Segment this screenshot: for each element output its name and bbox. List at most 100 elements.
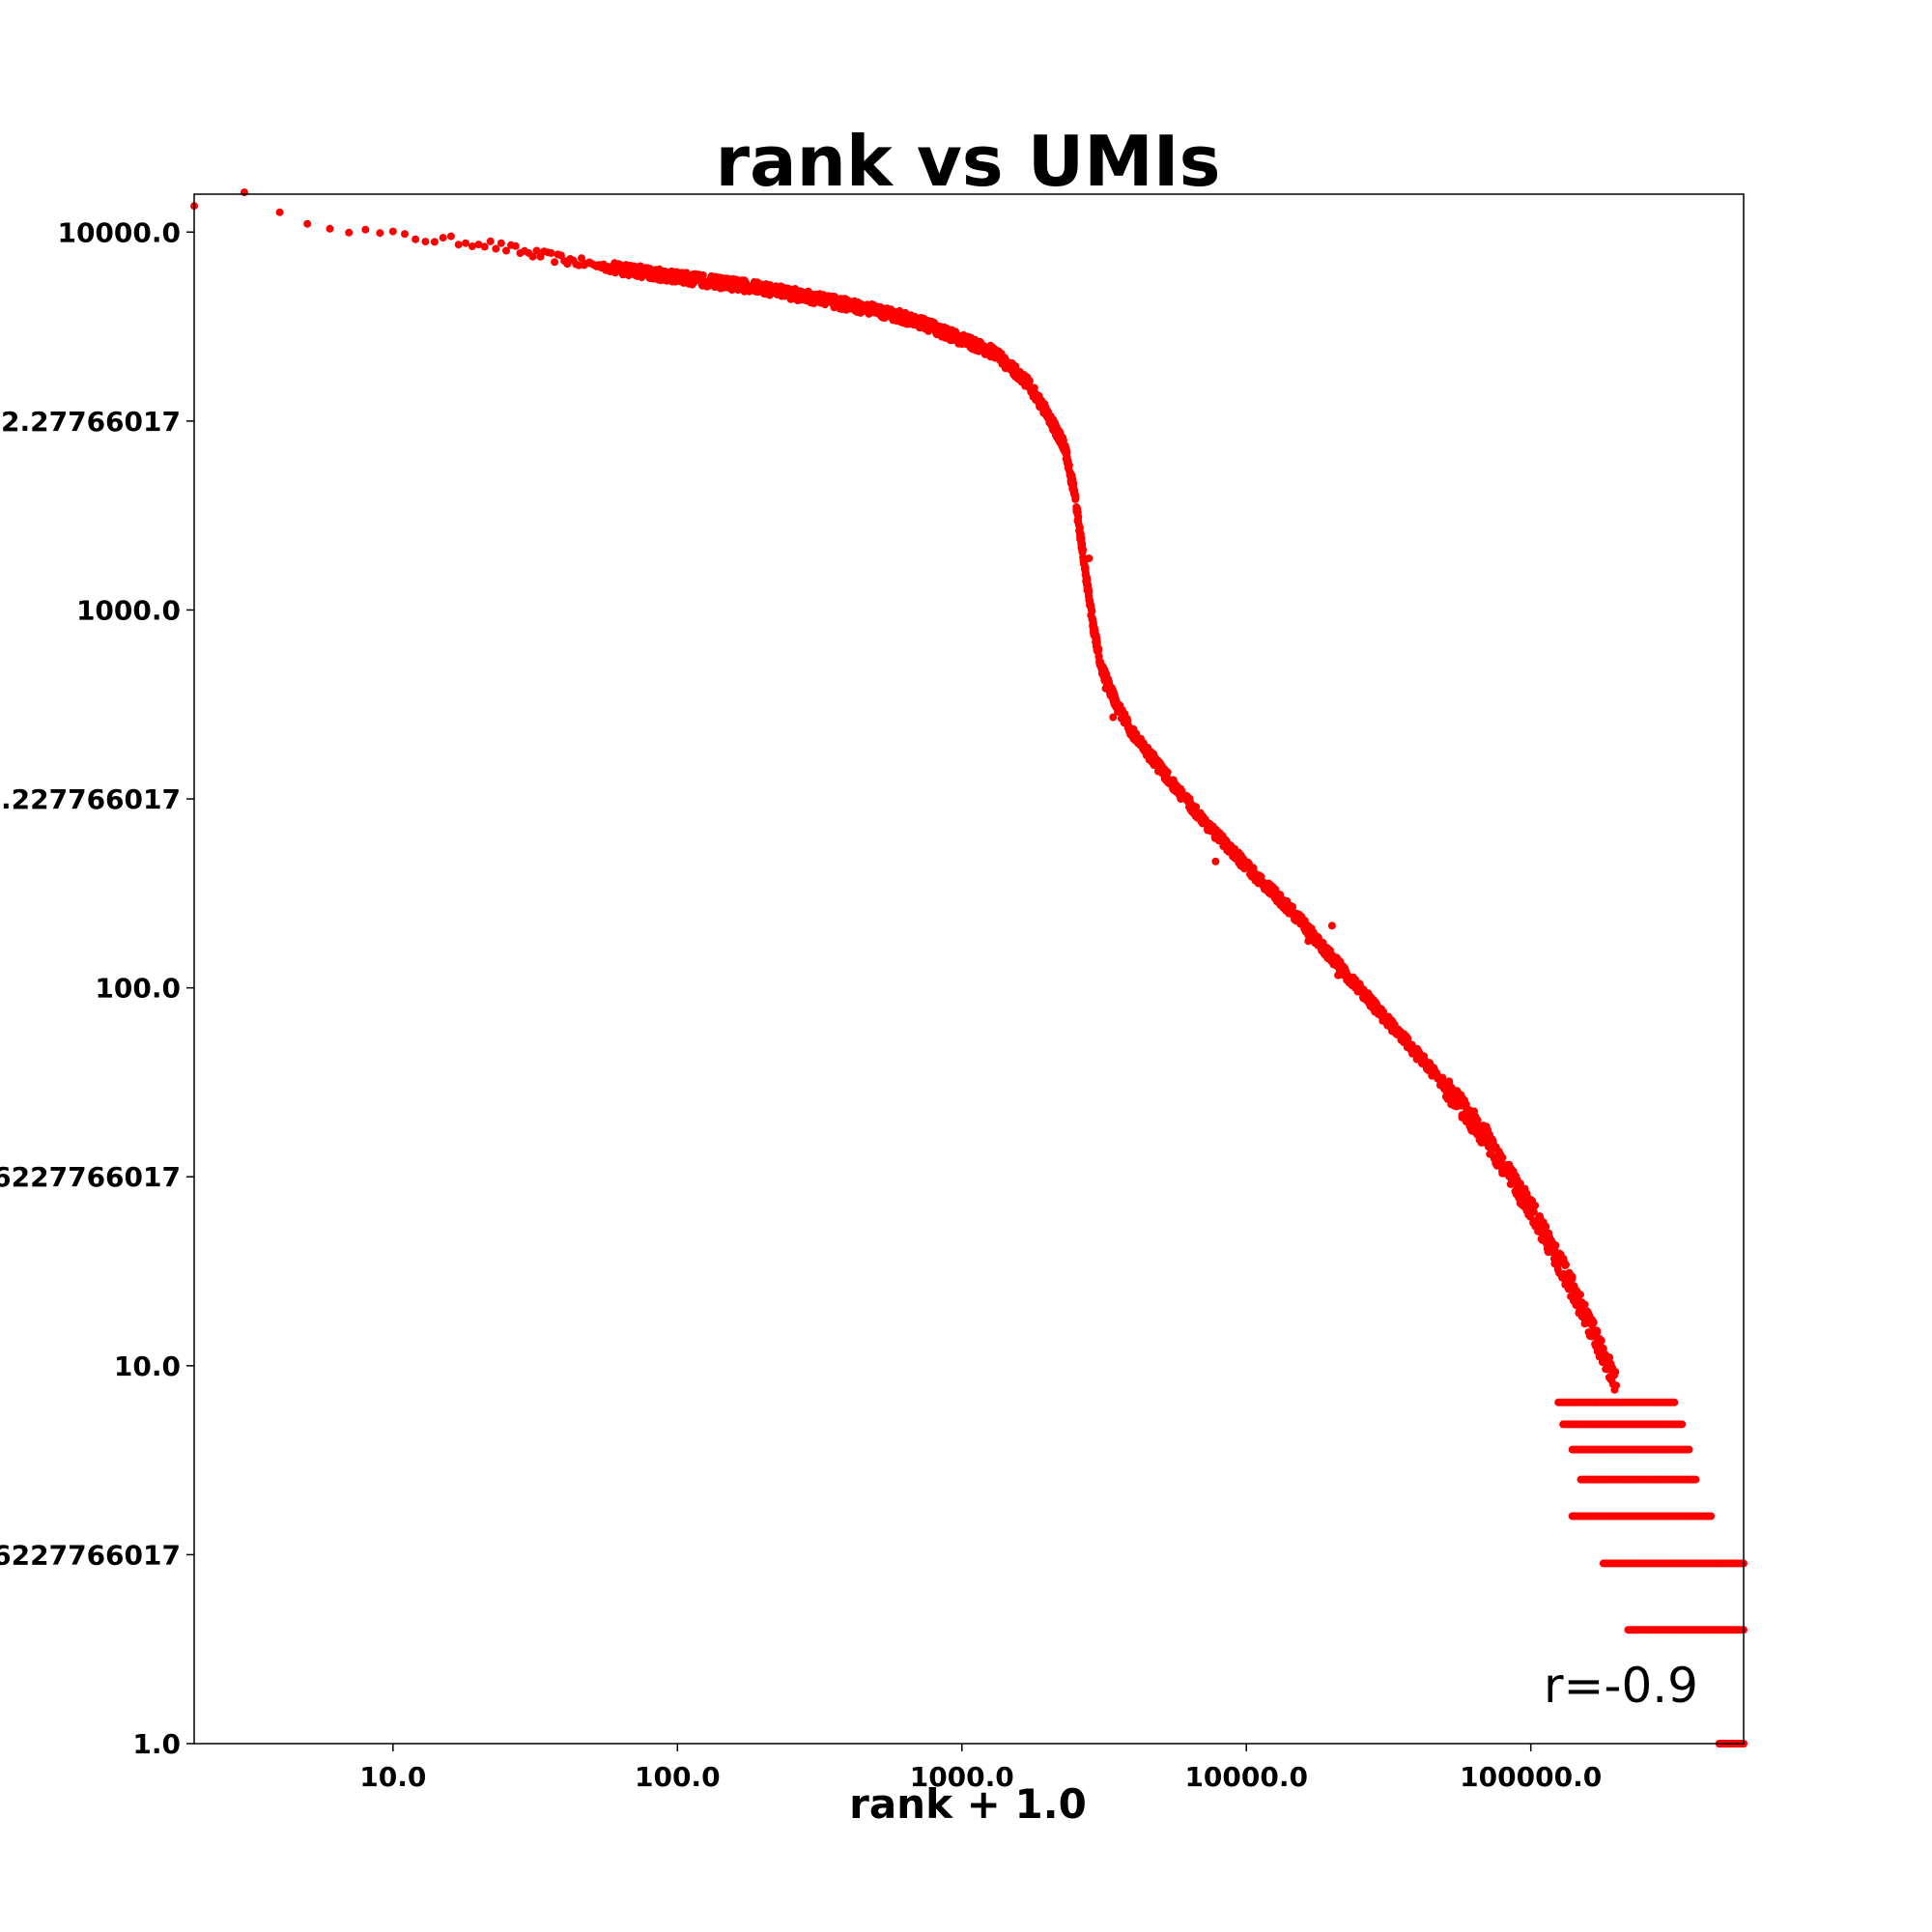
data-point xyxy=(474,241,483,249)
data-point xyxy=(1084,585,1093,594)
outlier-point xyxy=(1211,857,1220,866)
x-axis-label: rank + 1.0 xyxy=(849,1780,1087,1828)
data-point xyxy=(454,241,463,249)
correlation-annotation: r=-0.9 xyxy=(1544,1658,1698,1714)
data-point xyxy=(1562,1261,1570,1269)
data-point xyxy=(532,246,541,255)
outlier-point xyxy=(1101,684,1110,693)
data-point xyxy=(1058,440,1066,449)
data-point xyxy=(1612,1381,1621,1390)
y-tick-label: 1000.0 xyxy=(76,594,181,626)
y-tick-label: 1.0 xyxy=(132,1728,181,1760)
data-point xyxy=(1094,647,1102,656)
data-point xyxy=(492,244,500,253)
data-point xyxy=(1089,621,1097,630)
data-point xyxy=(1185,794,1194,803)
outlier-point xyxy=(1304,937,1313,946)
data-point xyxy=(430,238,439,246)
data-point xyxy=(536,252,545,261)
y-tick-label: 100.0 xyxy=(95,973,181,1005)
plateau-point xyxy=(1678,1420,1687,1429)
y-axis-ticks: 1.0 3.16227766017 10.0 31.6227766017 100.0 31… xyxy=(0,216,194,1760)
data-point xyxy=(480,242,489,251)
data-point xyxy=(439,234,447,242)
data-point xyxy=(1088,607,1096,615)
plot-area-frame xyxy=(193,193,1745,1745)
plateau-point xyxy=(1685,1445,1693,1454)
data-point xyxy=(1062,446,1070,455)
data-point xyxy=(1110,689,1118,697)
data-point xyxy=(468,242,476,250)
data-point xyxy=(1489,1137,1497,1146)
outlier-point xyxy=(1109,713,1118,722)
data-point xyxy=(1580,1300,1589,1309)
data-point xyxy=(578,254,585,263)
data-point xyxy=(1077,543,1086,552)
data-point xyxy=(1083,576,1092,584)
data-point xyxy=(1067,471,1076,480)
data-point xyxy=(1568,1273,1577,1282)
data-point xyxy=(1073,505,1082,514)
plateau-point xyxy=(1670,1398,1679,1406)
data-point xyxy=(1611,1368,1620,1377)
data-point xyxy=(1095,659,1104,667)
y-tick-label: 3162.27766017 xyxy=(0,406,181,438)
y-tick-label: 3.16227766017 xyxy=(0,1539,181,1571)
x-axis-ticks: 10.0 100.0 1000.0 10000.0 100000.0 xyxy=(359,1744,1602,1793)
data-point xyxy=(1068,484,1077,493)
data-point xyxy=(511,242,520,250)
data-point xyxy=(1163,768,1172,777)
data-point xyxy=(275,208,284,216)
data-point xyxy=(547,249,555,257)
x-tick-label: 10000.0 xyxy=(1184,1761,1308,1793)
y-tick-label: 10000.0 xyxy=(57,216,181,248)
y-tick-label: 316.227766017 xyxy=(0,783,181,815)
x-tick-label: 10.0 xyxy=(359,1761,426,1793)
x-tick-label: 1000.0 xyxy=(910,1761,1014,1793)
data-point xyxy=(1289,902,1297,911)
data-point xyxy=(1542,1223,1550,1232)
data-point xyxy=(1076,533,1085,542)
data-point xyxy=(1551,1241,1560,1250)
plateau-point xyxy=(1707,1512,1716,1520)
data-point xyxy=(376,229,384,238)
data-point xyxy=(421,238,430,246)
data-point xyxy=(1192,803,1201,811)
data-point xyxy=(1099,666,1108,674)
data-point xyxy=(1074,521,1083,529)
data-point xyxy=(1498,1153,1507,1162)
data-point xyxy=(1597,1336,1605,1345)
data-point xyxy=(1088,614,1096,623)
outlier-point xyxy=(1327,922,1336,930)
data-point xyxy=(1589,1318,1598,1326)
outlier-point xyxy=(1334,971,1343,980)
data-point xyxy=(1109,696,1118,704)
data-point xyxy=(361,225,370,234)
data-point xyxy=(326,224,334,233)
chart-title: rank vs UMIs xyxy=(716,121,1221,202)
data-point xyxy=(1025,377,1034,385)
y-tick-label: 31.6227766017 xyxy=(0,1161,181,1193)
data-point xyxy=(486,237,495,245)
data-point xyxy=(1529,1208,1538,1216)
data-point xyxy=(412,235,420,243)
data-point xyxy=(698,270,707,279)
y-tick-label: 10.0 xyxy=(114,1350,181,1382)
plateau-point xyxy=(1691,1475,1700,1484)
data-point xyxy=(462,239,469,247)
data-point xyxy=(401,230,409,239)
x-tick-label: 100000.0 xyxy=(1460,1761,1602,1793)
data-point xyxy=(1090,629,1098,638)
data-point xyxy=(502,246,510,255)
data-point xyxy=(1092,638,1100,646)
data-point xyxy=(1056,430,1064,439)
data-point xyxy=(1086,601,1094,610)
outlier-point xyxy=(1085,554,1094,562)
data-point xyxy=(528,252,537,261)
x-tick-label: 100.0 xyxy=(635,1761,721,1793)
data-point xyxy=(551,258,559,267)
data-point xyxy=(388,227,397,236)
data-point xyxy=(1577,1291,1584,1299)
data-point xyxy=(1065,459,1072,468)
